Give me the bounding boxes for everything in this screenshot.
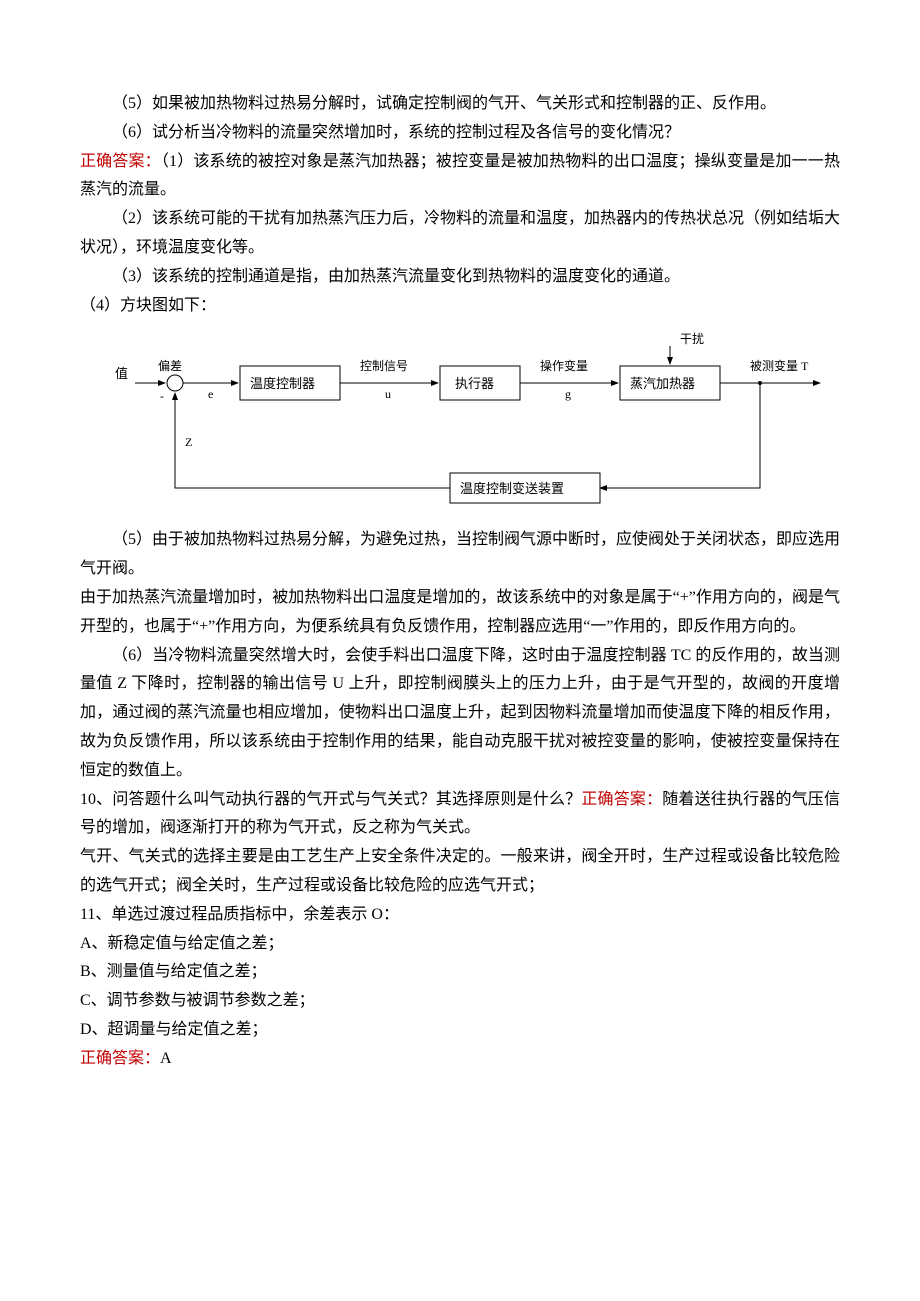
diagram-u-label: 控制信号 — [360, 359, 408, 373]
answer-3: （3）该系统的控制通道是指，由加热蒸汽流量变化到热物料的温度变化的通道。 — [80, 263, 840, 292]
option-b: B、测量值与给定值之差； — [80, 958, 840, 987]
diagram-label-bias: 偏差 — [158, 358, 182, 373]
diagram-out-label: 被测变量 T — [750, 358, 809, 373]
question-6: （6）试分析当冷物料的流量突然增加时，系统的控制过程及各信号的变化情况？ — [80, 119, 840, 148]
answer-5b: 由于加热蒸汽流量增加时，被加热物料出口温度是增加的，故该系统中的对象是属于“+”… — [80, 584, 840, 642]
diagram-heater-label: 蒸汽加热器 — [630, 376, 695, 391]
question-5: （5）如果被加热物料过热易分解时，试确定控制阀的气开、气关形式和控制器的正、反作… — [80, 90, 840, 119]
answer-1: （1）该系统的被控对象是蒸汽加热器；被控变量是被加热物料的出口温度；操纵变量是加… — [80, 153, 840, 199]
block-diagram: 值 偏差 - e 温度控制器 控制信号 u 执行器 操作变量 g 蒸汽加热器 干… — [80, 328, 840, 518]
answer-6: （6）当冷物料流量突然增大时，会使手料出口温度下降，这时由于温度控制器 TC 的… — [80, 642, 840, 786]
diagram-dist-label: 干扰 — [680, 332, 704, 346]
diagram-z-label: Z — [185, 435, 192, 449]
diagram-minus: - — [160, 389, 164, 403]
diagram-label-input: 值 — [115, 366, 128, 381]
option-d: D、超调量与给定值之差； — [80, 1016, 840, 1045]
diagram-g-label: 操作变量 — [540, 358, 588, 373]
answer-label: 正确答案： — [80, 153, 161, 170]
answer-label-10: 正确答案： — [581, 791, 662, 808]
question-11: 11、单选过渡过程品质指标中，余差表示 O： — [80, 901, 840, 930]
diagram-g-sym: g — [565, 387, 571, 401]
answer-2: （2）该系统可能的干扰有加热蒸汽压力后，冷物料的流量和温度，加热器内的传热状总况… — [80, 205, 840, 263]
question-10-line: 10、问答题什么叫气动执行器的气开式与气关式？其选择原则是什么？正确答案：随着送… — [80, 786, 840, 844]
answer-11: A — [160, 1050, 172, 1067]
diagram-controller-label: 温度控制器 — [250, 376, 315, 391]
question-10: 10、问答题什么叫气动执行器的气开式与气关式？其选择原则是什么？ — [80, 791, 581, 808]
answer-10b: 气开、气关式的选择主要是由工艺生产上安全条件决定的。一般来讲，阀全开时，生产过程… — [80, 843, 840, 901]
answer-5: （5）由于被加热物料过热易分解，为避免过热，当控制阀气源中断时，应使阀处于关闭状… — [80, 526, 840, 584]
diagram-u-sym: u — [385, 387, 391, 401]
diagram-sum-node — [167, 375, 183, 391]
answer-4: （4）方块图如下： — [80, 292, 840, 321]
option-c: C、调节参数与被调节参数之差； — [80, 987, 840, 1016]
diagram-e-label: e — [208, 387, 213, 401]
diagram-actuator-label: 执行器 — [455, 376, 494, 391]
diagram-sensor-label: 温度控制变送装置 — [460, 481, 564, 496]
answer-1-line: 正确答案：（1）该系统的被控对象是蒸汽加热器；被控变量是被加热物料的出口温度；操… — [80, 148, 840, 206]
answer-11-line: 正确答案：A — [80, 1045, 840, 1074]
answer-label-11: 正确答案： — [80, 1050, 160, 1067]
option-a: A、新稳定值与给定值之差； — [80, 930, 840, 959]
